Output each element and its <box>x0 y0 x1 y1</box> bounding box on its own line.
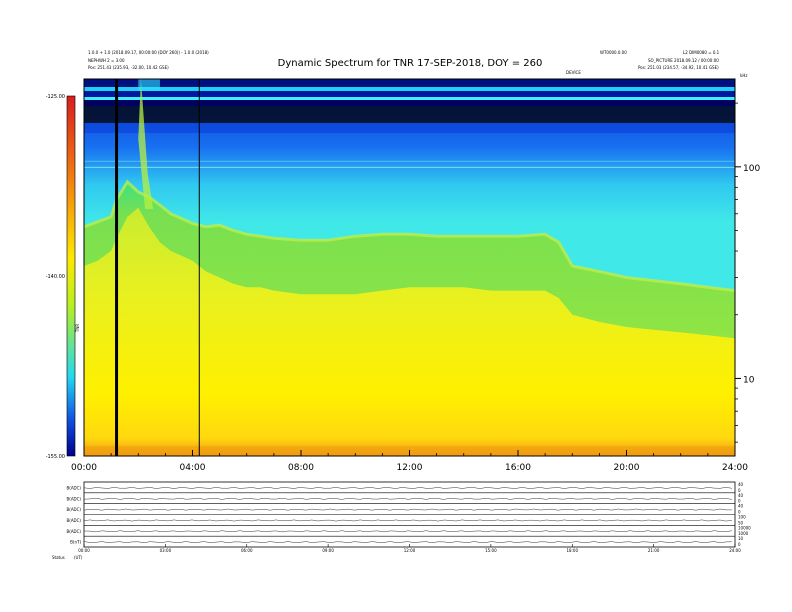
top-band-dark <box>84 79 735 87</box>
footer-row-tick: 0 <box>738 488 741 493</box>
footer-row-tick: 0 <box>738 499 741 504</box>
footer-time-label: 18:00 <box>566 548 578 553</box>
x-tick-label: 24:00 <box>722 463 748 473</box>
type3-burst <box>138 79 154 209</box>
footer-row-label: B(ADC) <box>67 507 82 512</box>
top-band-fade <box>84 123 735 133</box>
footer-row-tick: 0 <box>738 510 741 515</box>
band-line-110 <box>84 160 735 162</box>
footer-trace <box>83 487 733 489</box>
footer-row-label: B(ADC) <box>67 485 82 490</box>
header-right-code: WT0000.0.00 <box>600 50 627 55</box>
colorbar-bar <box>66 95 76 457</box>
footer-trace <box>83 497 733 500</box>
footer-time-label: 09:00 <box>322 548 334 553</box>
footer-row-tick: 1000 <box>738 531 749 536</box>
footer-status-value: (UT) <box>74 555 83 560</box>
footer-row-label: B(nT) <box>70 540 81 545</box>
footer-time-label: 06:00 <box>241 548 253 553</box>
footer-time-label: 15:00 <box>485 548 497 553</box>
colorbar-tick-label: -140.00 <box>46 274 65 280</box>
footer-panels: B(ADC)400B(ADC)400B(ADC)400B(ADC)10050B(… <box>52 481 751 560</box>
footer-row-tick: 50 <box>738 520 744 525</box>
footer-row-tick: 0 <box>738 542 741 547</box>
yellow-band <box>84 207 735 456</box>
colorbar: -125.00 -140.00 -155.00 TNR <box>46 94 80 460</box>
x-tick-label: 16:00 <box>505 463 531 473</box>
colorbar-tick-label: -155.00 <box>46 454 65 460</box>
x-tick-label: 00:00 <box>71 463 97 473</box>
y-tick-label: 10 <box>743 375 755 385</box>
footer-time-label: 00:00 <box>78 548 90 553</box>
colorbar-label: TNR <box>75 324 80 333</box>
footer-trace <box>83 519 733 522</box>
band-line-100 <box>84 166 735 169</box>
top-band-cyan <box>84 87 735 91</box>
footer-time-label: 24:00 <box>729 548 741 553</box>
footer-row-tick: 40 <box>738 482 744 487</box>
burst-top <box>138 79 160 91</box>
x-tick-label: 20:00 <box>614 463 640 473</box>
footer-row-label: B(ADC) <box>67 518 82 523</box>
chart-title: Dynamic Spectrum for TNR 17-SEP-2018, DO… <box>277 58 543 69</box>
footer-row-label: B(ADC) <box>67 496 82 501</box>
header-right-line3: Pos: 251.03 (234.57, -34.92, 10.41 GSE) <box>638 65 719 70</box>
header-left-line3: Pos: 251.43 (235.93, -32.00, 10.42 GSE) <box>88 65 169 70</box>
footer-trace <box>83 541 733 543</box>
top-band-blue <box>84 91 735 97</box>
top-band-navy <box>84 100 735 106</box>
footer-time-label: 21:00 <box>648 548 660 553</box>
x-tick-label: 12:00 <box>397 463 423 473</box>
axes: 00:00 04:00 08:00 12:00 16:00 20:00 24:00 100 10 <box>71 78 760 473</box>
footer-time-label: 12:00 <box>404 548 416 553</box>
header-right-line2: SO_PICTURE 2018.09.12 / 00:00:00 <box>648 58 719 63</box>
top-band-cyan2 <box>84 97 735 100</box>
y-tick-label: 100 <box>743 164 760 174</box>
footer-row-tick: 10 <box>738 536 744 541</box>
top-band-black <box>84 106 735 123</box>
header-left-line1: 1.0.0 + 1.0 (2018.09.17, 00:00:00 (DOY 2… <box>88 50 209 55</box>
header-mid-small: DEVICE <box>566 70 581 75</box>
footer-row-tick: 10000 <box>738 525 751 530</box>
footer-trace <box>83 508 732 511</box>
footer-row-label: B(ADC) <box>67 529 82 534</box>
footer-row-tick: 40 <box>738 493 744 498</box>
spectrum-area <box>84 79 735 456</box>
footer-row-tick: 40 <box>738 504 744 509</box>
header-right-line1: L2 DIM0080 = 0.1 <box>683 50 720 55</box>
x-tick-label: 08:00 <box>288 463 314 473</box>
header-left-line2: NEPHWH 2 = 3.00 <box>88 58 125 63</box>
spectrum-overlay <box>115 79 200 456</box>
footer-time-label: 03:00 <box>160 548 172 553</box>
x-tick-label: 04:00 <box>180 463 206 473</box>
footer-status-label: Status <box>52 555 65 560</box>
footer-trace <box>83 530 733 533</box>
header-right-small: kHz <box>740 73 748 78</box>
footer-row-tick: 100 <box>738 515 746 520</box>
colorbar-tick-label: -125.00 <box>46 94 65 100</box>
